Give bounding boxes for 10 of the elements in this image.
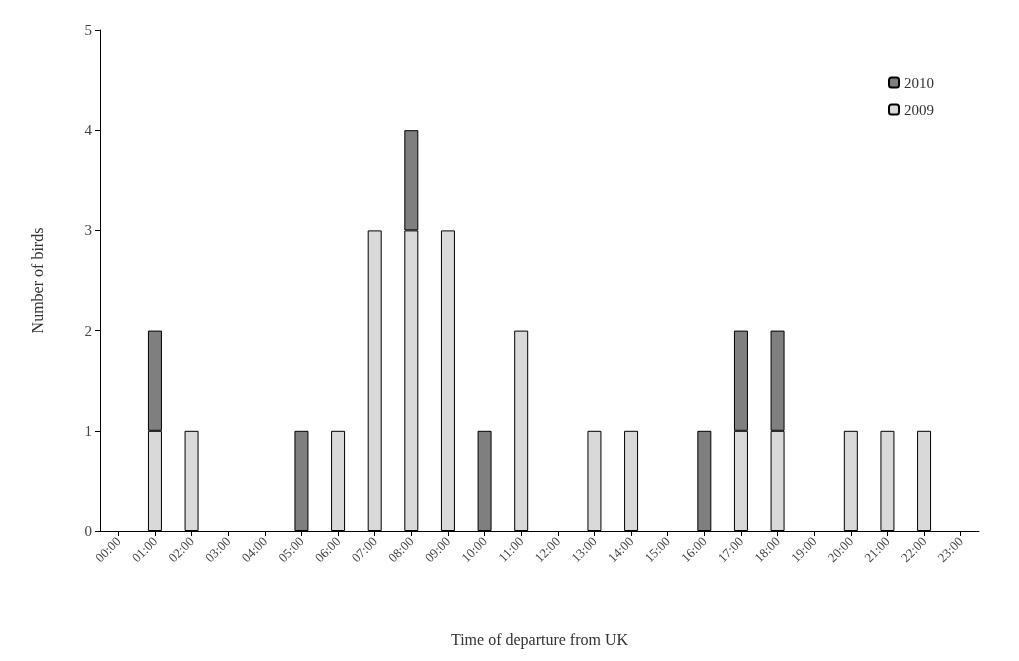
y-axis-title: Number of birds bbox=[28, 227, 46, 334]
x-axis-title: Time of departure from UK bbox=[450, 630, 629, 649]
legend-label: 2010 bbox=[904, 74, 934, 91]
legend-label: 2009 bbox=[904, 101, 934, 118]
y-tick-label: 2 bbox=[84, 322, 92, 339]
y-tick-label: 1 bbox=[84, 422, 92, 439]
y-tick-label: 4 bbox=[84, 122, 93, 139]
y-tick-label: 5 bbox=[84, 22, 92, 38]
y-tick-label: 3 bbox=[84, 222, 92, 239]
y-tick-label: 0 bbox=[84, 523, 92, 539]
